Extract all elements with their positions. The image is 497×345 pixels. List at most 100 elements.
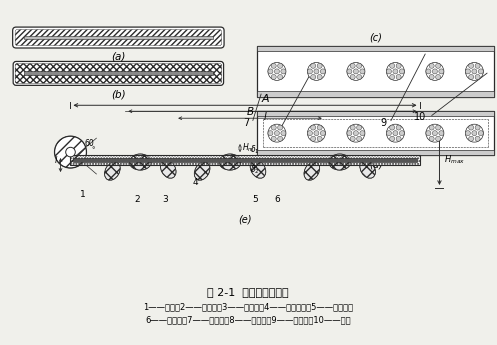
Circle shape bbox=[55, 136, 86, 168]
Bar bbox=[257, 111, 495, 116]
Ellipse shape bbox=[129, 154, 151, 170]
Ellipse shape bbox=[194, 162, 210, 180]
Text: 4: 4 bbox=[192, 178, 198, 187]
Ellipse shape bbox=[104, 162, 120, 180]
Circle shape bbox=[390, 63, 395, 68]
Text: 6: 6 bbox=[274, 195, 280, 204]
Circle shape bbox=[278, 125, 283, 130]
Text: $H_{max}$: $H_{max}$ bbox=[444, 154, 466, 166]
Circle shape bbox=[465, 124, 484, 142]
Circle shape bbox=[469, 125, 474, 130]
Circle shape bbox=[350, 136, 355, 141]
Circle shape bbox=[475, 63, 480, 68]
Circle shape bbox=[435, 63, 441, 68]
Circle shape bbox=[469, 63, 474, 68]
Text: °: ° bbox=[91, 147, 95, 153]
Circle shape bbox=[429, 136, 434, 141]
Circle shape bbox=[465, 62, 484, 80]
Circle shape bbox=[399, 131, 405, 136]
Circle shape bbox=[308, 131, 313, 136]
Circle shape bbox=[475, 75, 480, 79]
FancyBboxPatch shape bbox=[15, 63, 222, 83]
Bar bbox=[71, 155, 419, 165]
Circle shape bbox=[478, 131, 484, 136]
Circle shape bbox=[353, 69, 358, 74]
Circle shape bbox=[308, 124, 326, 142]
Circle shape bbox=[429, 75, 434, 79]
Circle shape bbox=[478, 69, 484, 74]
Circle shape bbox=[274, 131, 279, 136]
Circle shape bbox=[321, 131, 326, 136]
Text: l: l bbox=[263, 112, 266, 122]
Text: 2: 2 bbox=[135, 195, 140, 204]
Bar bbox=[74, 158, 416, 162]
Circle shape bbox=[390, 125, 395, 130]
Text: $H_m$: $H_m$ bbox=[242, 142, 254, 154]
Circle shape bbox=[321, 69, 326, 74]
Circle shape bbox=[399, 69, 405, 74]
Circle shape bbox=[350, 125, 355, 130]
Ellipse shape bbox=[304, 162, 320, 180]
Text: 6——充填胶；7——层面胶；8——中间胶；9——锂丝绳；10——帆布: 6——充填胶；7——层面胶；8——中间胶；9——锂丝绳；10——帆布 bbox=[145, 315, 351, 324]
Circle shape bbox=[317, 75, 322, 79]
Circle shape bbox=[435, 75, 441, 79]
Circle shape bbox=[278, 75, 283, 79]
Bar bbox=[257, 46, 495, 51]
Circle shape bbox=[311, 136, 316, 141]
Circle shape bbox=[393, 69, 398, 74]
Circle shape bbox=[386, 131, 392, 136]
Circle shape bbox=[271, 75, 276, 79]
FancyBboxPatch shape bbox=[13, 61, 224, 85]
Text: (d): (d) bbox=[369, 159, 383, 169]
Bar bbox=[257, 150, 495, 155]
Circle shape bbox=[268, 69, 273, 74]
Circle shape bbox=[469, 136, 474, 141]
Circle shape bbox=[426, 69, 431, 74]
Ellipse shape bbox=[360, 160, 375, 178]
Circle shape bbox=[465, 69, 471, 74]
Circle shape bbox=[396, 136, 401, 141]
Circle shape bbox=[435, 125, 441, 130]
Circle shape bbox=[475, 136, 480, 141]
Circle shape bbox=[347, 62, 365, 80]
Circle shape bbox=[426, 124, 444, 142]
Text: B: B bbox=[247, 107, 253, 117]
Text: $\delta_1$: $\delta_1$ bbox=[250, 144, 259, 156]
Circle shape bbox=[347, 131, 352, 136]
Text: 3: 3 bbox=[163, 195, 168, 204]
Circle shape bbox=[469, 75, 474, 79]
Circle shape bbox=[357, 63, 362, 68]
Circle shape bbox=[426, 131, 431, 136]
Circle shape bbox=[357, 75, 362, 79]
Text: 9: 9 bbox=[381, 118, 387, 128]
Text: (b): (b) bbox=[111, 89, 126, 99]
Circle shape bbox=[278, 136, 283, 141]
Circle shape bbox=[396, 75, 401, 79]
Bar bbox=[24, 36, 213, 39]
Circle shape bbox=[472, 131, 477, 136]
Text: 1——耳槽；2——方锂条；3——帆布层；4——上覆盖胶；5——下覆盖胶: 1——耳槽；2——方锂条；3——帆布层；4——上覆盖胶；5——下覆盖胶 bbox=[143, 302, 353, 311]
Circle shape bbox=[268, 131, 273, 136]
Circle shape bbox=[314, 131, 319, 136]
Circle shape bbox=[390, 75, 395, 79]
Circle shape bbox=[317, 136, 322, 141]
Circle shape bbox=[357, 125, 362, 130]
Circle shape bbox=[347, 124, 365, 142]
Text: 7: 7 bbox=[243, 118, 249, 128]
Text: 10: 10 bbox=[414, 112, 426, 122]
Circle shape bbox=[439, 69, 444, 74]
Text: (c): (c) bbox=[369, 32, 382, 42]
Circle shape bbox=[271, 63, 276, 68]
Circle shape bbox=[66, 147, 75, 157]
Circle shape bbox=[393, 131, 398, 136]
Bar bbox=[257, 91, 495, 97]
Circle shape bbox=[435, 136, 441, 141]
Circle shape bbox=[426, 62, 444, 80]
Circle shape bbox=[268, 62, 286, 80]
Text: 图 2-1  普通输送带结构: 图 2-1 普通输送带结构 bbox=[207, 287, 289, 297]
Text: (a): (a) bbox=[111, 51, 126, 61]
Circle shape bbox=[429, 63, 434, 68]
Circle shape bbox=[281, 131, 286, 136]
Circle shape bbox=[311, 125, 316, 130]
Text: A: A bbox=[261, 94, 269, 104]
